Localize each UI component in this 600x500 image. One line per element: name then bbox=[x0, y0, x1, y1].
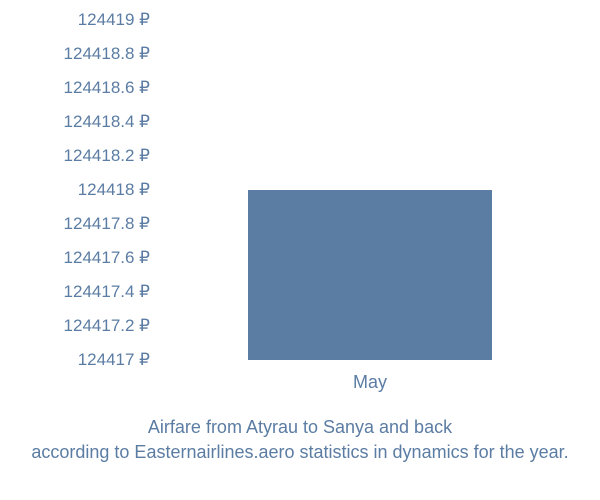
y-tick-label: 124417 ₽ bbox=[78, 350, 150, 370]
caption-line-2: according to Easternairlines.aero statis… bbox=[31, 442, 568, 462]
y-tick-label: 124419 ₽ bbox=[78, 10, 150, 30]
plot-area: May bbox=[160, 20, 580, 360]
y-tick-label: 124417.2 ₽ bbox=[64, 316, 150, 336]
y-axis: 124419 ₽124418.8 ₽124418.6 ₽124418.4 ₽12… bbox=[20, 20, 150, 360]
chart-container: 124419 ₽124418.8 ₽124418.6 ₽124418.4 ₽12… bbox=[20, 20, 580, 400]
x-axis-label: May bbox=[353, 372, 387, 393]
y-tick-label: 124417.6 ₽ bbox=[64, 248, 150, 268]
y-tick-label: 124418 ₽ bbox=[78, 180, 150, 200]
caption-line-1: Airfare from Atyrau to Sanya and back bbox=[148, 417, 452, 437]
y-tick-label: 124418.2 ₽ bbox=[64, 146, 150, 166]
chart-caption: Airfare from Atyrau to Sanya and back ac… bbox=[0, 415, 600, 465]
y-tick-label: 124418.4 ₽ bbox=[64, 112, 150, 132]
y-tick-label: 124417.8 ₽ bbox=[64, 214, 150, 234]
y-tick-label: 124417.4 ₽ bbox=[64, 282, 150, 302]
y-tick-label: 124418.8 ₽ bbox=[64, 44, 150, 64]
bar bbox=[248, 190, 492, 360]
y-tick-label: 124418.6 ₽ bbox=[64, 78, 150, 98]
